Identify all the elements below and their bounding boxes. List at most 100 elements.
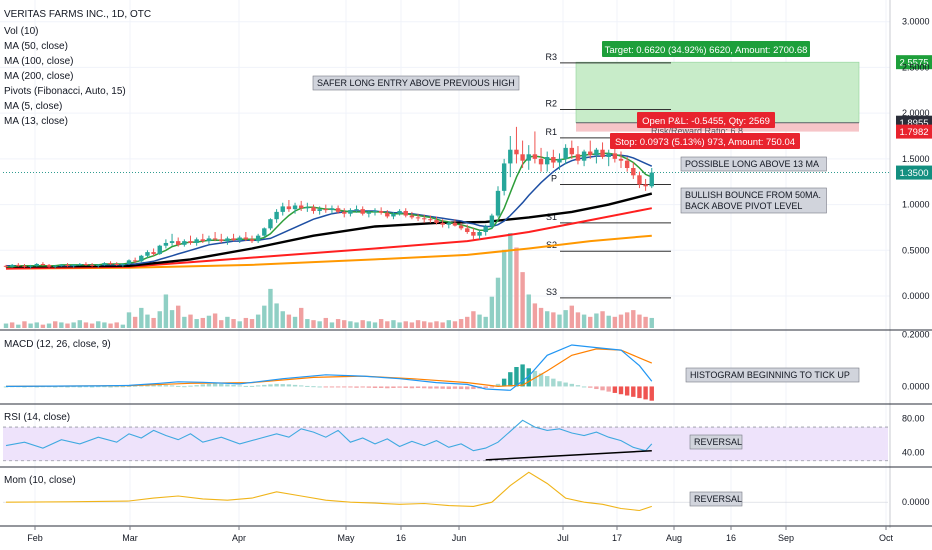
legend-ma13[interactable]: MA (13, close) [4, 116, 68, 127]
volume-bar [538, 307, 544, 328]
target-label: Target: 0.6620 (34.92%) 6620, Amount: 27… [605, 45, 808, 56]
price-tick-label: 2.0000 [902, 108, 930, 118]
volume-bar [34, 322, 39, 328]
time-tick-label: Aug [666, 533, 682, 543]
ma13-line [6, 154, 653, 267]
candle-body [89, 264, 95, 266]
macd-histogram-bar [489, 386, 495, 388]
volume-bar [163, 294, 169, 328]
legend-mom[interactable]: Mom (10, close) [4, 475, 76, 486]
macd-histogram-bar [360, 386, 365, 388]
volume-bar [501, 249, 507, 328]
time-tick-label: Oct [879, 533, 894, 543]
volume-bar [489, 296, 495, 328]
price-tag-target [896, 55, 932, 70]
candle-body [378, 210, 384, 213]
legend-pivots[interactable]: Pivots (Fibonacci, Auto, 15) [4, 86, 126, 97]
candle-body [16, 264, 21, 266]
candle-body [508, 149, 513, 164]
macd-histogram-bar [286, 384, 292, 387]
candle-body [280, 206, 285, 212]
price-tag-last [896, 165, 932, 180]
volume-bar [28, 323, 33, 328]
volume-bar [169, 310, 175, 328]
macd-histogram-bar [342, 386, 347, 388]
volume-bar [551, 312, 556, 328]
ma50-line [5, 192, 653, 268]
volume-bar [231, 319, 236, 328]
volume-bar [520, 272, 525, 328]
volume-bar [526, 294, 531, 328]
macd-histogram-bar [397, 386, 402, 388]
candle-body [471, 232, 476, 236]
price-tag-value: 1.8955 [899, 118, 928, 129]
volume-bar [422, 321, 427, 328]
volume-bar [612, 316, 618, 328]
volume-bar [483, 316, 488, 328]
volume-bar [606, 315, 611, 328]
macd-histogram-bar [305, 385, 310, 387]
macd-histogram-bar [108, 386, 113, 388]
volume-bar [563, 310, 568, 328]
candle-body [237, 237, 242, 241]
volume-bar [83, 322, 89, 328]
legend-macd[interactable]: MACD (12, 26, close, 9) [4, 339, 111, 350]
legend-ma5[interactable]: MA (5, close) [4, 101, 62, 112]
macd-histogram-bar [569, 383, 574, 387]
macd-pane [3, 344, 654, 401]
candle-body [323, 209, 328, 211]
macd-histogram-bar [157, 384, 162, 387]
time-tick-label: Jun [452, 533, 467, 543]
volume-bar [649, 317, 654, 328]
legend-rsi[interactable]: RSI (14, close) [4, 412, 70, 423]
legend-ma50[interactable]: MA (50, close) [4, 41, 68, 52]
candle-body [588, 151, 593, 156]
candle-body [545, 157, 550, 165]
legend-title[interactable]: VERITAS FARMS INC., 1D, OTC [4, 9, 151, 20]
volume-bar [268, 288, 273, 328]
macd-histogram-bar [415, 386, 421, 388]
macd-histogram-bar [471, 386, 476, 390]
macd-histogram-bar [391, 386, 396, 388]
macd-histogram-bar [440, 386, 445, 389]
note-mom-reversal-text: REVERSAL [694, 494, 742, 504]
legend-ma200[interactable]: MA (200, close) [4, 71, 73, 82]
macd-histogram-bar [422, 386, 427, 389]
price-tag-value: 2.5575 [899, 58, 928, 69]
macd-histogram-bar [495, 383, 501, 387]
pivot-label: R3 [545, 52, 557, 62]
macd-histogram-bar [120, 386, 126, 388]
candle-body [231, 238, 236, 241]
macd-histogram-bar [372, 386, 378, 388]
candle-body [569, 147, 574, 155]
volume-bar [157, 311, 162, 328]
price-tick-label: 1.5000 [902, 154, 930, 164]
volume-bar [71, 322, 76, 328]
volume-bar [514, 247, 519, 328]
macd-histogram-bar [366, 386, 372, 388]
candle-body [477, 232, 482, 236]
candle-body [501, 163, 507, 191]
macd-histogram-bar [643, 386, 648, 400]
candle-body [465, 228, 470, 232]
macd-histogram-bar [520, 364, 525, 387]
volume-bar [194, 319, 199, 328]
volume-bar [637, 314, 642, 328]
macd-line [5, 344, 653, 391]
mom-tick-label: 0.0000 [902, 497, 930, 507]
volume-bar [624, 312, 630, 328]
time-tick-label: 17 [612, 533, 622, 543]
candle-body [489, 215, 495, 227]
macd-histogram-bar [323, 386, 328, 388]
candle-body [415, 217, 421, 219]
volume-bar [225, 316, 230, 328]
macd-histogram-bar [219, 383, 224, 387]
volume-bars [3, 233, 654, 328]
macd-histogram-bar [618, 386, 624, 395]
legend-ma100[interactable]: MA (100, close) [4, 56, 73, 67]
candle-body [335, 208, 341, 212]
volume-bar [182, 316, 187, 328]
candle-body [624, 160, 630, 168]
legend-vol[interactable]: Vol (10) [4, 26, 38, 37]
